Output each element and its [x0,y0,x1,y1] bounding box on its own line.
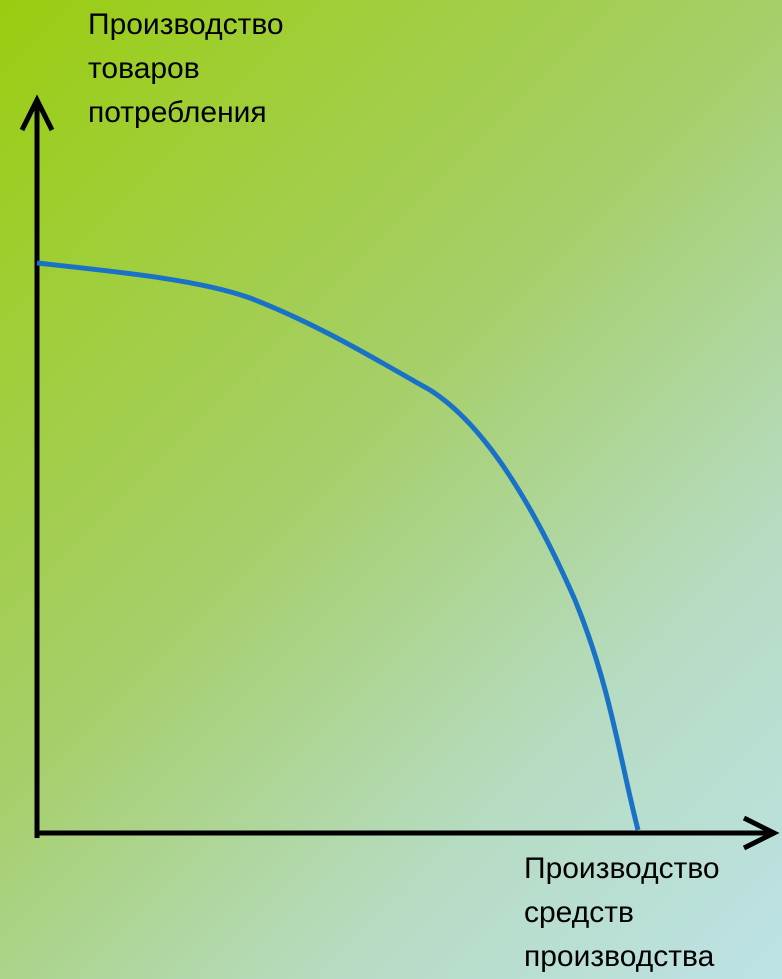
frontier-curve [36,260,641,831]
label-line: Производство [88,8,284,41]
y-axis-label: Производство товаров потребления [88,2,284,136]
label-line: Производство [524,852,720,885]
label-line: потребления [88,96,267,129]
label-line: производства [524,940,715,973]
x-axis-label: Производство средств производства [524,846,720,979]
label-line: средств [524,896,634,929]
label-line: товаров [88,52,200,85]
x-axis-arrow [742,815,780,851]
y-axis-arrow [19,94,55,132]
